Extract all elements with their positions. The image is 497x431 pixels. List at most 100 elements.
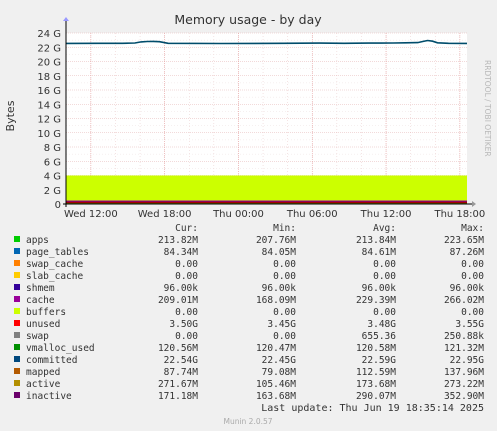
legend-value: 163.68M bbox=[256, 391, 296, 402]
legend-value: 121.32M bbox=[444, 343, 484, 354]
y-tick-label: 2 G bbox=[44, 186, 61, 197]
y-tick-label: 20 G bbox=[37, 58, 61, 69]
y-tick-label: 12 G bbox=[37, 115, 61, 126]
legend-value: 87.74M bbox=[164, 367, 199, 378]
legend-value: 120.58M bbox=[356, 343, 396, 354]
stacked-areas bbox=[66, 175, 467, 204]
legend-value: 223.65M bbox=[444, 235, 484, 246]
legend-value: 0.00 bbox=[175, 271, 198, 282]
legend-value: 0.00 bbox=[461, 307, 484, 318]
legend-value: 112.59M bbox=[356, 367, 396, 378]
y-axis-arrow bbox=[63, 17, 69, 21]
y-axis-label: Bytes bbox=[4, 100, 17, 131]
y-tick-label: 14 G bbox=[37, 100, 61, 111]
legend-value: 3.55G bbox=[455, 319, 484, 330]
x-tick-label: Thu 12:00 bbox=[360, 209, 412, 220]
legend-value: 87.26M bbox=[450, 247, 485, 258]
x-tick-labels: Wed 12:00 Wed 18:00 Thu 00:00 Thu 06:00 Thu … bbox=[64, 209, 485, 220]
legend-name: active bbox=[26, 379, 61, 390]
legend-value: 105.46M bbox=[256, 379, 296, 390]
legend-value: 655.36 bbox=[362, 331, 397, 342]
x-tick-label: Wed 12:00 bbox=[64, 209, 118, 220]
legend-swatch-vmalloc_used bbox=[14, 344, 20, 350]
legend-value: 207.76M bbox=[256, 235, 296, 246]
legend-header: Cur: bbox=[175, 223, 198, 234]
legend-name: buffers bbox=[26, 307, 66, 318]
munin-version: Munin 2.0.57 bbox=[223, 417, 272, 426]
legend-name: cache bbox=[26, 295, 55, 306]
legend-value: 171.18M bbox=[158, 391, 198, 402]
x-axis-arrow bbox=[472, 201, 476, 207]
legend-swatch-active bbox=[14, 380, 20, 386]
y-tick-label: 24 G bbox=[37, 29, 61, 40]
legend-value: 137.96M bbox=[444, 367, 484, 378]
legend-value: 96.00k bbox=[362, 283, 397, 294]
legend-name: committed bbox=[26, 355, 77, 366]
legend-value: 290.07M bbox=[356, 391, 396, 402]
legend-value: 96.00k bbox=[164, 283, 199, 294]
legend-name: apps bbox=[26, 235, 49, 246]
legend-value: 168.09M bbox=[256, 295, 296, 306]
y-tick-label: 16 G bbox=[37, 86, 61, 97]
legend-value: 120.47M bbox=[256, 343, 296, 354]
legend-value: 3.50G bbox=[169, 319, 198, 330]
legend-value: 273.22M bbox=[444, 379, 484, 390]
legend-value: 0.00 bbox=[373, 271, 396, 282]
legend-name: mapped bbox=[26, 367, 60, 378]
chart-title: Memory usage - by day bbox=[174, 12, 322, 27]
legend-header: Avg: bbox=[373, 223, 396, 234]
y-tick-label: 6 G bbox=[44, 157, 61, 168]
legend-name: inactive bbox=[26, 391, 72, 402]
legend-value: 271.67M bbox=[158, 379, 198, 390]
legend-value: 79.08M bbox=[262, 367, 297, 378]
legend-name: unused bbox=[26, 319, 60, 330]
legend-value: 0.00 bbox=[461, 259, 484, 270]
legend-value: 96.00k bbox=[262, 283, 297, 294]
legend-value: 0.00 bbox=[175, 331, 198, 342]
legend-value: 209.01M bbox=[158, 295, 198, 306]
legend-value: 229.39M bbox=[356, 295, 396, 306]
legend-value: 84.34M bbox=[164, 247, 199, 258]
legend-value: 0.00 bbox=[373, 307, 396, 318]
y-tick-label: 4 G bbox=[44, 172, 61, 183]
legend-value: 0.00 bbox=[175, 307, 198, 318]
legend-value: 0.00 bbox=[273, 307, 296, 318]
legend-swatch-inactive bbox=[14, 392, 20, 398]
legend-value: 0.00 bbox=[373, 259, 396, 270]
legend-value: 22.59G bbox=[362, 355, 397, 366]
legend-swatch-committed bbox=[14, 356, 20, 362]
legend-value: 0.00 bbox=[461, 271, 484, 282]
legend-swatch-shmem bbox=[14, 284, 20, 290]
legend-swatch-page_tables bbox=[14, 248, 20, 254]
y-tick-label: 10 G bbox=[37, 129, 61, 140]
y-tick-label: 0 bbox=[55, 200, 61, 211]
x-tick-label: Wed 18:00 bbox=[138, 209, 192, 220]
y-tick-labels: 0 2 G 4 G 6 G 8 G 10 G 12 G 14 G 16 G 18 G 20 G 22 … bbox=[37, 29, 61, 211]
legend-value: 0.00 bbox=[273, 259, 296, 270]
x-tick-label: Thu 00:00 bbox=[212, 209, 264, 220]
legend-value: 96.00k bbox=[450, 283, 485, 294]
legend-value: 266.02M bbox=[444, 295, 484, 306]
y-tick-label: 8 G bbox=[44, 143, 61, 154]
area-cache bbox=[66, 200, 467, 202]
legend-name: slab_cache bbox=[26, 271, 83, 282]
legend-value: 120.56M bbox=[158, 343, 198, 354]
legend-swatch-swap bbox=[14, 332, 20, 338]
legend-value: 0.00 bbox=[175, 259, 198, 270]
legend-value: 3.45G bbox=[267, 319, 296, 330]
x-tick-label: Thu 18:00 bbox=[433, 209, 485, 220]
legend-swatch-cache bbox=[14, 296, 20, 302]
last-update: Last update: Thu Jun 19 18:35:14 2025 bbox=[261, 403, 484, 414]
legend-name: swap bbox=[26, 331, 49, 342]
y-tick-label: 18 G bbox=[37, 72, 61, 83]
legend-swatch-swap_cache bbox=[14, 260, 20, 266]
legend-swatch-slab_cache bbox=[14, 272, 20, 278]
series-lines bbox=[65, 39, 468, 204]
legend: Cur: Min: Avg: Max: apps 213.82M 207.76M 213.84… bbox=[14, 223, 484, 402]
legend-value: 84.05M bbox=[262, 247, 297, 258]
legend-value: 213.82M bbox=[158, 235, 198, 246]
line-committed bbox=[65, 39, 468, 45]
axes bbox=[63, 17, 476, 207]
